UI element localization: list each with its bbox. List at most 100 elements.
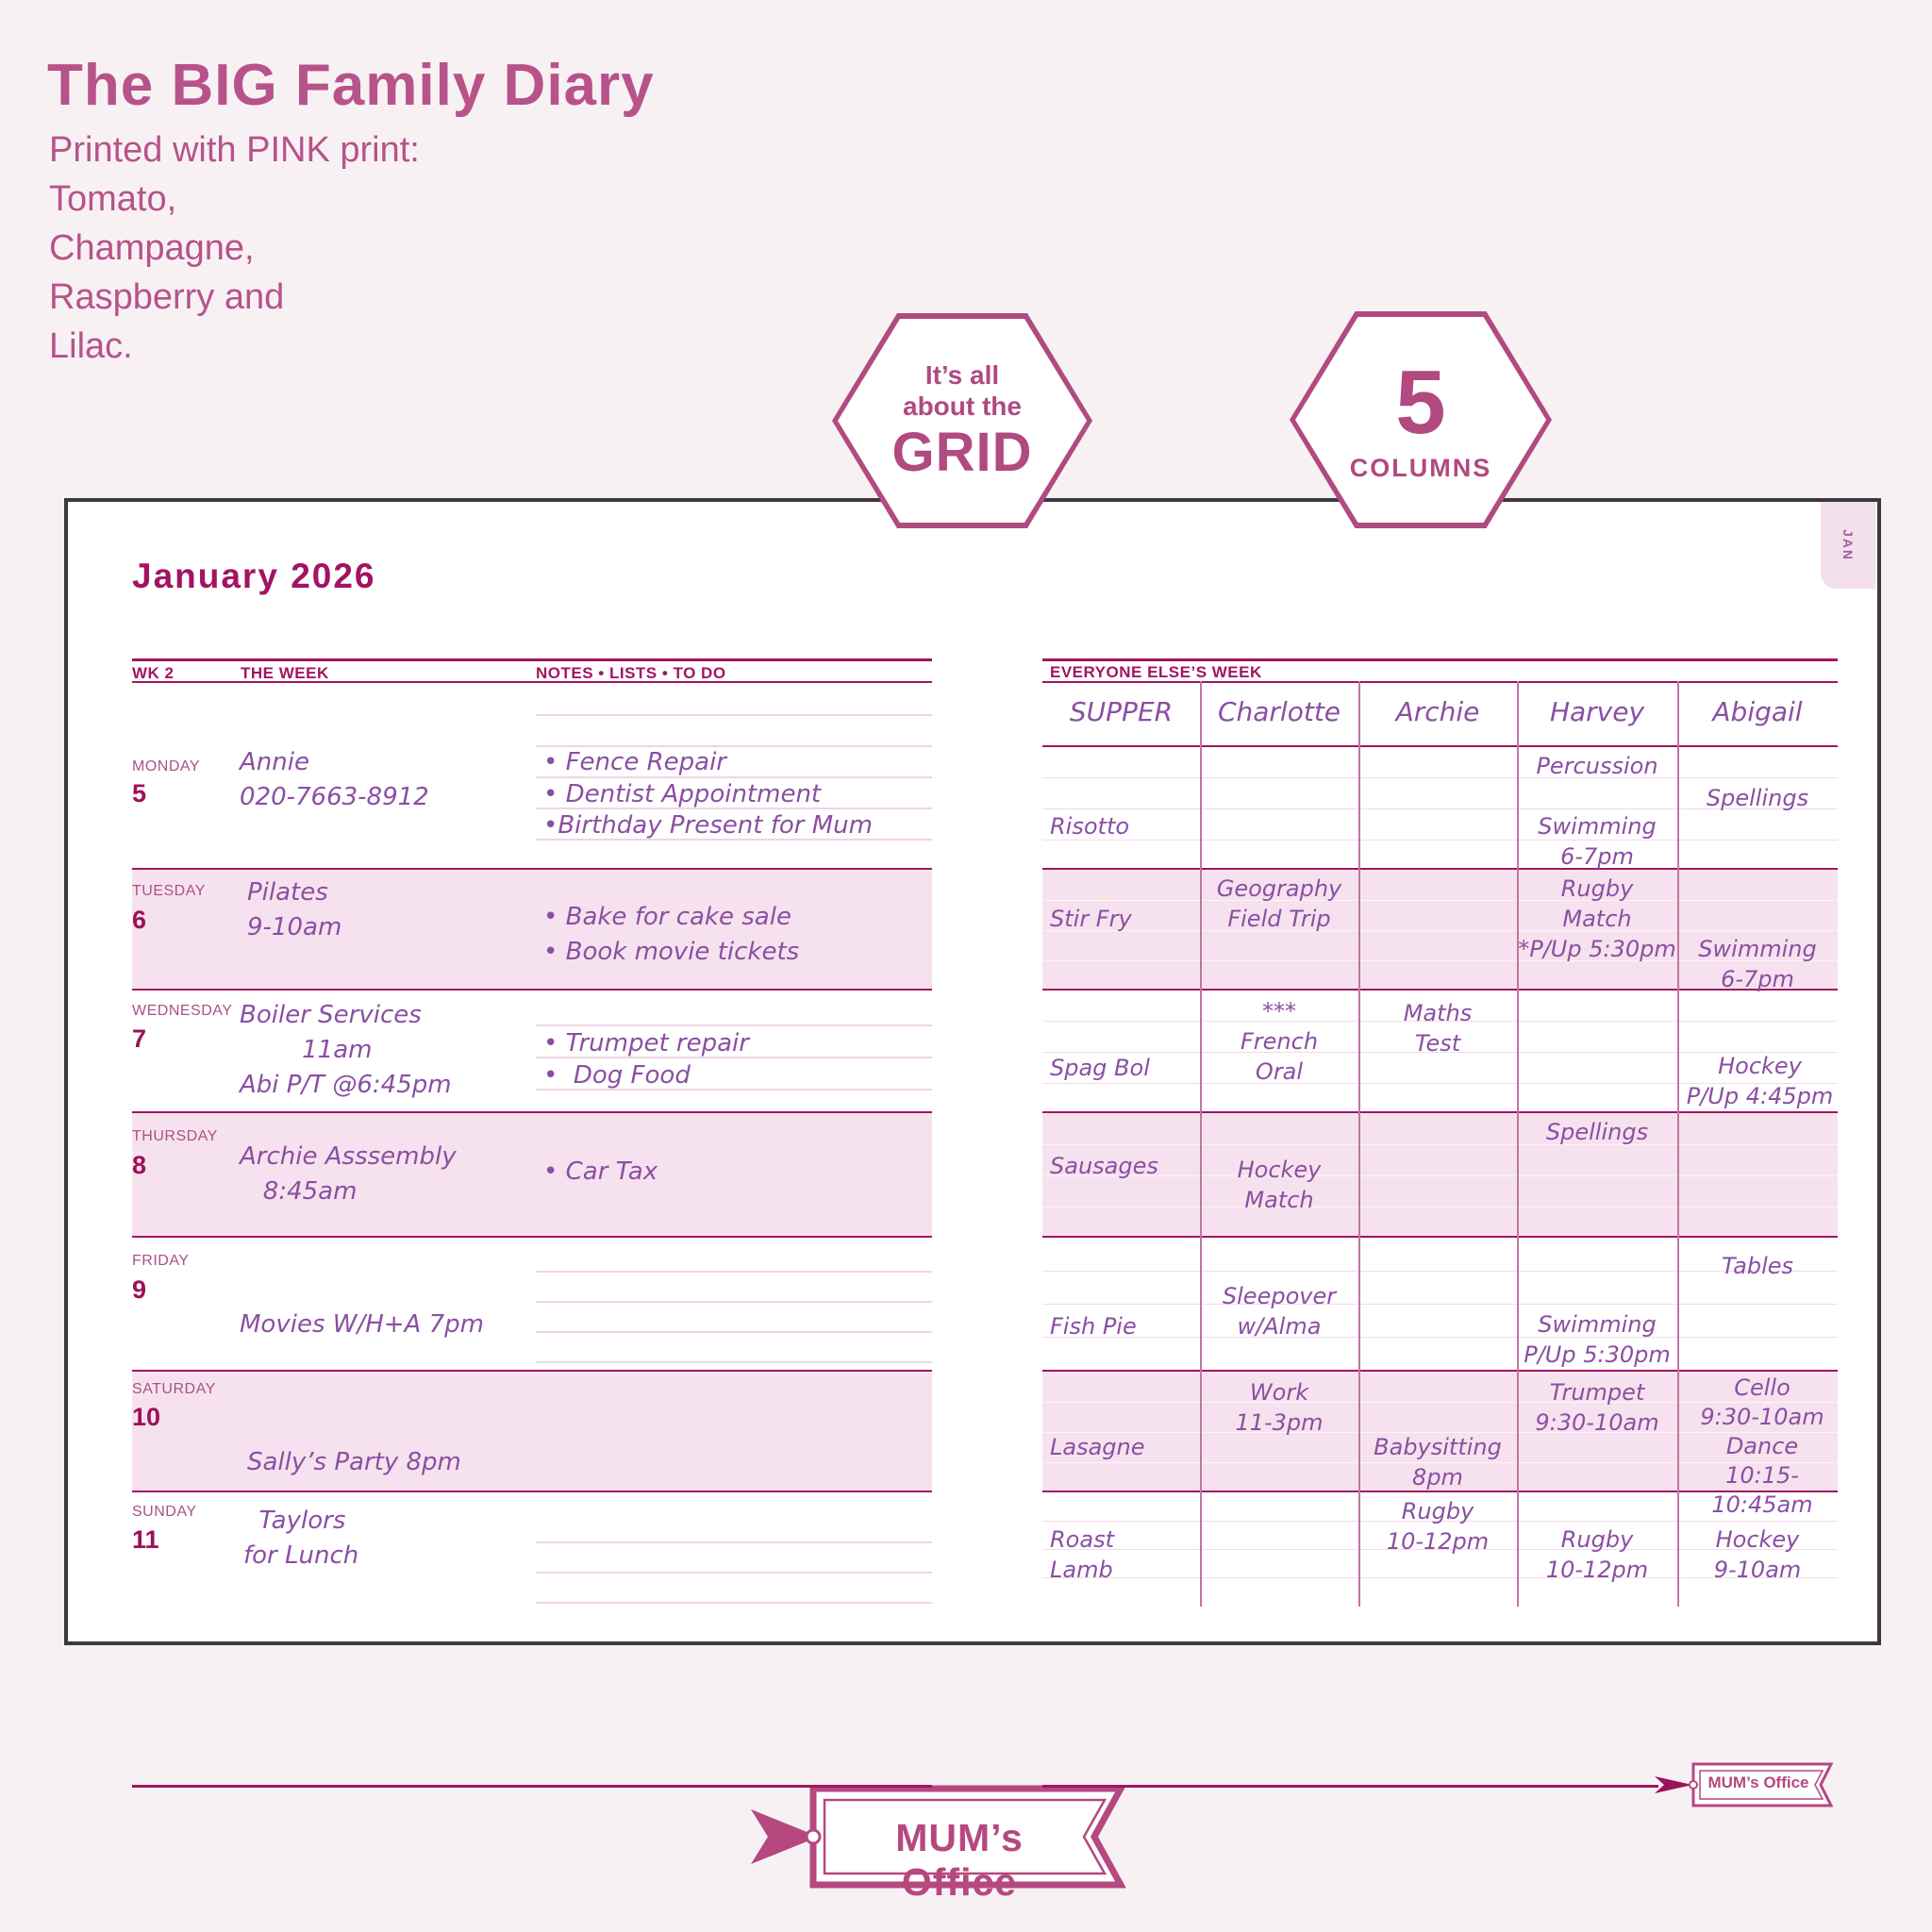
grid-sub-line (1042, 1021, 1838, 1022)
grid-sub-line (1042, 1271, 1838, 1272)
entry-abigail-spellings: Spellings (1706, 785, 1809, 811)
day-number: 7 (132, 1024, 147, 1053)
entry-supper-fishpie: Fish Pie (1050, 1313, 1137, 1340)
grid-row-wednesday: *** French Oral Maths Test Spag Bol Hock… (1042, 989, 1838, 1113)
week-entry: Pilates 9-10am (247, 878, 342, 941)
entry-supper-stirfry: Stir Fry (1050, 906, 1132, 932)
day-number: 10 (132, 1403, 161, 1431)
grid-sub-line (1042, 1432, 1838, 1433)
week-entry: Annie 020-7663-8912 (240, 748, 429, 811)
corner-brand-tag-label: MUM’s Office (1707, 1774, 1809, 1791)
grid-sub-line (1042, 900, 1838, 901)
left-header-rule-top (132, 658, 932, 661)
grid-sub-line (1042, 1083, 1838, 1084)
note-line (536, 1024, 932, 1026)
entry-supper-sausages: Sausages (1050, 1153, 1158, 1179)
columns-badge-number: 5 (1395, 351, 1446, 453)
entry-abigail-cello-dance: Cello 9:30-10am Dance 10:15-10:45am (1700, 1374, 1824, 1518)
brand-logo: MUM’s Office (745, 1781, 1132, 1904)
note-line (536, 808, 932, 809)
day-name: SATURDAY (132, 1381, 216, 1397)
week-entry: Boiler Services 11am Abi P/T @6:45pm (240, 1001, 452, 1099)
day-name: FRIDAY (132, 1253, 190, 1269)
entry-abigail-tables: Tables (1721, 1253, 1794, 1279)
grid-badge-line2: about the (903, 391, 1022, 421)
entry-harvey-rugby-match: Rugby Match *P/Up 5:30pm (1518, 875, 1676, 962)
charlotte-column-header: Charlotte (1217, 696, 1341, 727)
day-name: MONDAY (132, 758, 201, 774)
week-entry: Taylors for Lunch (243, 1507, 359, 1570)
grid-column-divider (1200, 681, 1202, 1607)
grid-sub-line (1042, 1052, 1838, 1053)
entry-harvey-trumpet: Trumpet 9:30-10am (1535, 1379, 1659, 1436)
grid-sub-line (1042, 777, 1838, 778)
right-header-rule-bottom (1042, 681, 1838, 683)
grid-sub-line (1042, 1577, 1838, 1578)
grid-row-friday: Tables Sleepover w/Alma Fish Pie Swimmin… (1042, 1236, 1838, 1372)
archie-column-header: Archie (1395, 696, 1480, 727)
note-item: • Trumpet repair (543, 1029, 749, 1058)
entry-supper-roast-lamb: Roast Lamb (1050, 1526, 1114, 1583)
day-row-sunday: SUNDAY 11 Taylors for Lunch (132, 1491, 932, 1606)
day-name: SUNDAY (132, 1504, 197, 1520)
everyone-elses-week-grid: SUPPER Charlotte Archie Harvey Abigail P… (1042, 681, 1838, 1607)
grid-badge-word: GRID (891, 422, 1033, 483)
entry-supper-lasagne: Lasagne (1050, 1434, 1145, 1460)
grid-sub-line (1042, 1304, 1838, 1305)
brand-logo-label: MUM’s Office (895, 1816, 1024, 1904)
day-number: 11 (132, 1525, 159, 1554)
grid-badge-line1: It’s all (924, 360, 1000, 390)
entry-charlotte-sleepover: Sleepover w/Alma (1222, 1283, 1337, 1340)
grid-sub-line (1042, 808, 1838, 809)
corner-brand-tag: MUM’s Office (1649, 1760, 1847, 1809)
entry-charlotte-hockey-match: Hockey Match (1237, 1157, 1322, 1213)
grid-column-header-row: SUPPER Charlotte Archie Harvey Abigail (1042, 681, 1838, 745)
entry-harvey-swimming: Swimming 6-7pm (1538, 813, 1657, 870)
entry-harvey-spellings: Spellings (1545, 1119, 1649, 1145)
grid-row-sunday: Rugby 10-12pm Roast Lamb Rugby 10-12pm H… (1042, 1491, 1838, 1606)
grid-sub-line (1042, 1337, 1838, 1338)
week-number-label: WK 2 (132, 664, 175, 682)
month-title: January 2026 (132, 557, 376, 595)
brand-logo-graphic (751, 1785, 1126, 1889)
grid-column-divider (1517, 681, 1519, 1607)
grid-row-monday: Percussion Spellings Risotto Swimming 6-… (1042, 745, 1838, 870)
left-week-table: MONDAY 5 Annie 020-7663-8912 • Fence Rep… (132, 683, 932, 1607)
the-week-column-header: THE WEEK (241, 664, 329, 682)
grid-sub-line (1042, 840, 1838, 841)
day-number: 5 (132, 779, 147, 808)
grid-sub-line (1042, 1549, 1838, 1550)
right-header-rule-top (1042, 658, 1838, 661)
note-item: • Fence Repair (543, 748, 726, 776)
entry-archie-rugby: Rugby 10-12pm (1386, 1498, 1490, 1555)
right-bottom-rule (1042, 1785, 1658, 1788)
note-line (536, 1361, 932, 1363)
day-number: 6 (132, 906, 147, 934)
note-item: • Bake for cake sale • Book movie ticket… (543, 903, 800, 966)
note-line (536, 1541, 932, 1543)
day-row-saturday: SATURDAY 10 Sally’s Party 8pm (132, 1370, 932, 1492)
note-line (536, 745, 932, 747)
note-item: • Car Tax (543, 1158, 658, 1186)
week-entry: Archie Asssembly 8:45am (240, 1142, 457, 1206)
abigail-column-header: Abigail (1712, 696, 1803, 727)
grid-sub-line (1042, 1402, 1838, 1403)
week-entry: Movies W/H+A 7pm (240, 1310, 484, 1339)
grid-sub-line (1042, 1462, 1838, 1463)
grid-sub-line (1042, 1207, 1838, 1208)
entry-abigail-hockey-pickup: Hockey P/Up 4:45pm (1686, 1053, 1834, 1109)
grid-badge-face: It’s all about the GRID (838, 319, 1087, 523)
note-line (536, 1057, 932, 1058)
entry-supper-risotto: Risotto (1050, 813, 1130, 840)
entry-charlotte-work: Work 11-3pm (1235, 1379, 1324, 1436)
columns-badge-hexagon: 5 COLUMNS (1290, 311, 1552, 528)
note-line (536, 839, 932, 841)
left-bottom-rule (132, 1785, 932, 1788)
entry-harvey-swimming-pickup: Swimming P/Up 5:30pm (1524, 1311, 1671, 1368)
day-number: 8 (132, 1151, 147, 1179)
grid-column-divider (1358, 681, 1360, 1607)
columns-badge-label: COLUMNS (1349, 453, 1492, 482)
day-name: THURSDAY (132, 1128, 218, 1144)
supper-column-header: SUPPER (1069, 696, 1174, 727)
columns-badge-face: 5 COLUMNS (1295, 317, 1546, 523)
